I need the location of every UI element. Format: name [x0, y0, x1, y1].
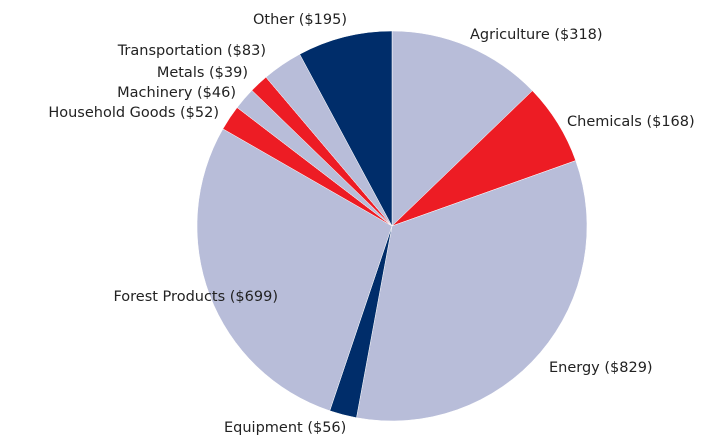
slice-label: Forest Products ($699) [113, 289, 278, 305]
slice-label: Chemicals ($168) [567, 114, 695, 130]
slice-label: Metals ($39) [157, 65, 248, 81]
slice-label: Equipment ($56) [224, 420, 346, 436]
pie-slice [391, 30, 533, 227]
pie-slice [196, 128, 393, 412]
slice-label: Transportation ($83) [117, 43, 266, 59]
slice-label: Energy ($829) [549, 360, 653, 376]
slice-label: Machinery ($46) [117, 85, 236, 101]
pie-slice [299, 30, 393, 227]
slice-label: Other ($195) [253, 12, 347, 28]
slice-label: Household Goods ($52) [48, 105, 219, 121]
slice-label: Agriculture ($318) [470, 27, 603, 43]
pie-slice [356, 160, 588, 422]
